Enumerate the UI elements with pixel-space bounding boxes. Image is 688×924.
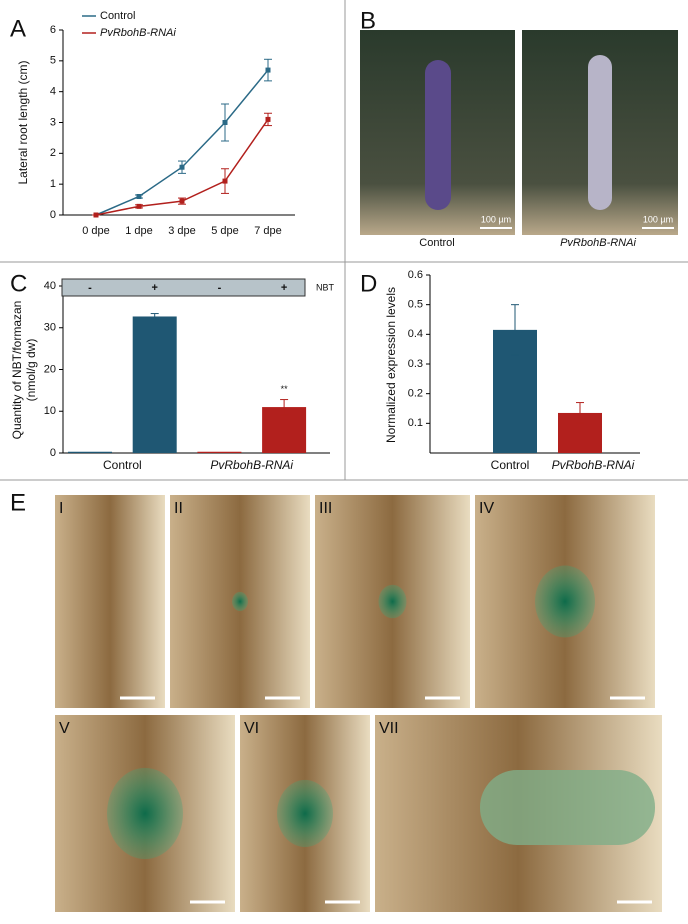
legend-sign: + (281, 282, 287, 294)
photos-e (55, 495, 662, 912)
y-tick-label: 40 (44, 280, 56, 292)
error-bar (221, 168, 229, 194)
stain (277, 779, 333, 848)
y-axis-label: Lateral root length (cm) (16, 60, 30, 184)
legend-sign: - (218, 282, 222, 294)
y-tick-label: 5 (50, 55, 56, 67)
bar (68, 451, 112, 453)
photo (55, 495, 165, 708)
y-axis-label: Quantity of NBT/formazan (10, 301, 24, 440)
error-bar (221, 103, 229, 142)
panel-label: D (360, 270, 377, 297)
bar (197, 451, 242, 453)
y-axis-label: (nmol/g dw) (24, 339, 38, 402)
y-tick-label: 0.4 (408, 328, 423, 340)
stain (535, 565, 595, 638)
y-tick-label: 1 (50, 178, 56, 190)
y-tick-label: 2 (50, 147, 56, 159)
y-tick-label: 10 (44, 405, 56, 417)
panel-label: C (10, 270, 27, 297)
x-tick-label: Control (103, 458, 142, 472)
legend-title: NBT (316, 282, 335, 292)
x-tick-label: 5 dpe (211, 225, 239, 237)
panel-label: B (360, 7, 376, 34)
x-tick-label: Control (491, 458, 530, 472)
error-bar (264, 58, 272, 82)
error-bar (178, 197, 186, 205)
x-tick-label: PvRbohB-RNAi (552, 458, 635, 472)
image-label: II (174, 500, 183, 517)
x-tick-label: PvRbohB-RNAi (210, 458, 293, 472)
y-tick-label: 0.6 (408, 269, 423, 281)
bar (132, 316, 177, 453)
error-bar (135, 194, 143, 199)
legend-box (61, 278, 306, 297)
legend-label: PvRbohB-RNAi (100, 27, 176, 39)
y-tick-label: 6 (50, 24, 56, 36)
error-bar (178, 160, 186, 174)
y-tick-label: 3 (50, 116, 56, 128)
image-label: IV (479, 500, 494, 517)
x-tick-label: 0 dpe (82, 225, 110, 237)
y-tick-label: 0 (50, 447, 56, 459)
legend-label: Control (100, 10, 135, 22)
x-tick-label: 1 dpe (125, 225, 153, 237)
stain (378, 584, 407, 619)
image-label: VI (244, 720, 259, 737)
stain (107, 767, 183, 860)
legend-sign: - (88, 282, 92, 294)
image-label: III (319, 500, 332, 517)
annotation: ** (281, 384, 289, 394)
error-bar (280, 399, 289, 416)
scale-label: 100 µm (481, 214, 511, 224)
y-tick-label: 0 (50, 209, 56, 221)
y-tick-label: 0.5 (408, 299, 423, 311)
y-tick-label: 0.3 (408, 358, 423, 370)
y-tick-label: 0.1 (408, 417, 423, 429)
stain (232, 591, 248, 612)
y-tick-label: 4 (50, 86, 56, 98)
line (95, 69, 269, 216)
y-axis-label: Normalized expression levels (384, 287, 398, 443)
caption: Control (419, 237, 454, 249)
y-tick-label: 20 (44, 363, 56, 375)
y-tick-label: 30 (44, 322, 56, 334)
caption: PvRbohB-RNAi (560, 237, 636, 249)
error-bar (264, 112, 272, 127)
panel-label: E (10, 489, 26, 516)
photo-b (360, 30, 678, 235)
x-tick-label: 3 dpe (168, 225, 196, 237)
image-label: V (59, 720, 70, 737)
y-tick-label: 0.2 (408, 388, 423, 400)
x-tick-label: 7 dpe (254, 225, 282, 237)
panel-label: A (10, 15, 26, 42)
error-bar (135, 204, 143, 209)
legend-sign: + (151, 282, 157, 294)
image-label: VII (379, 720, 399, 737)
image-label: I (59, 500, 63, 517)
error-bar (576, 402, 584, 424)
error-bar (511, 304, 519, 356)
scale-label: 100 µm (643, 214, 673, 224)
root (480, 770, 655, 845)
error-bar (150, 313, 159, 320)
